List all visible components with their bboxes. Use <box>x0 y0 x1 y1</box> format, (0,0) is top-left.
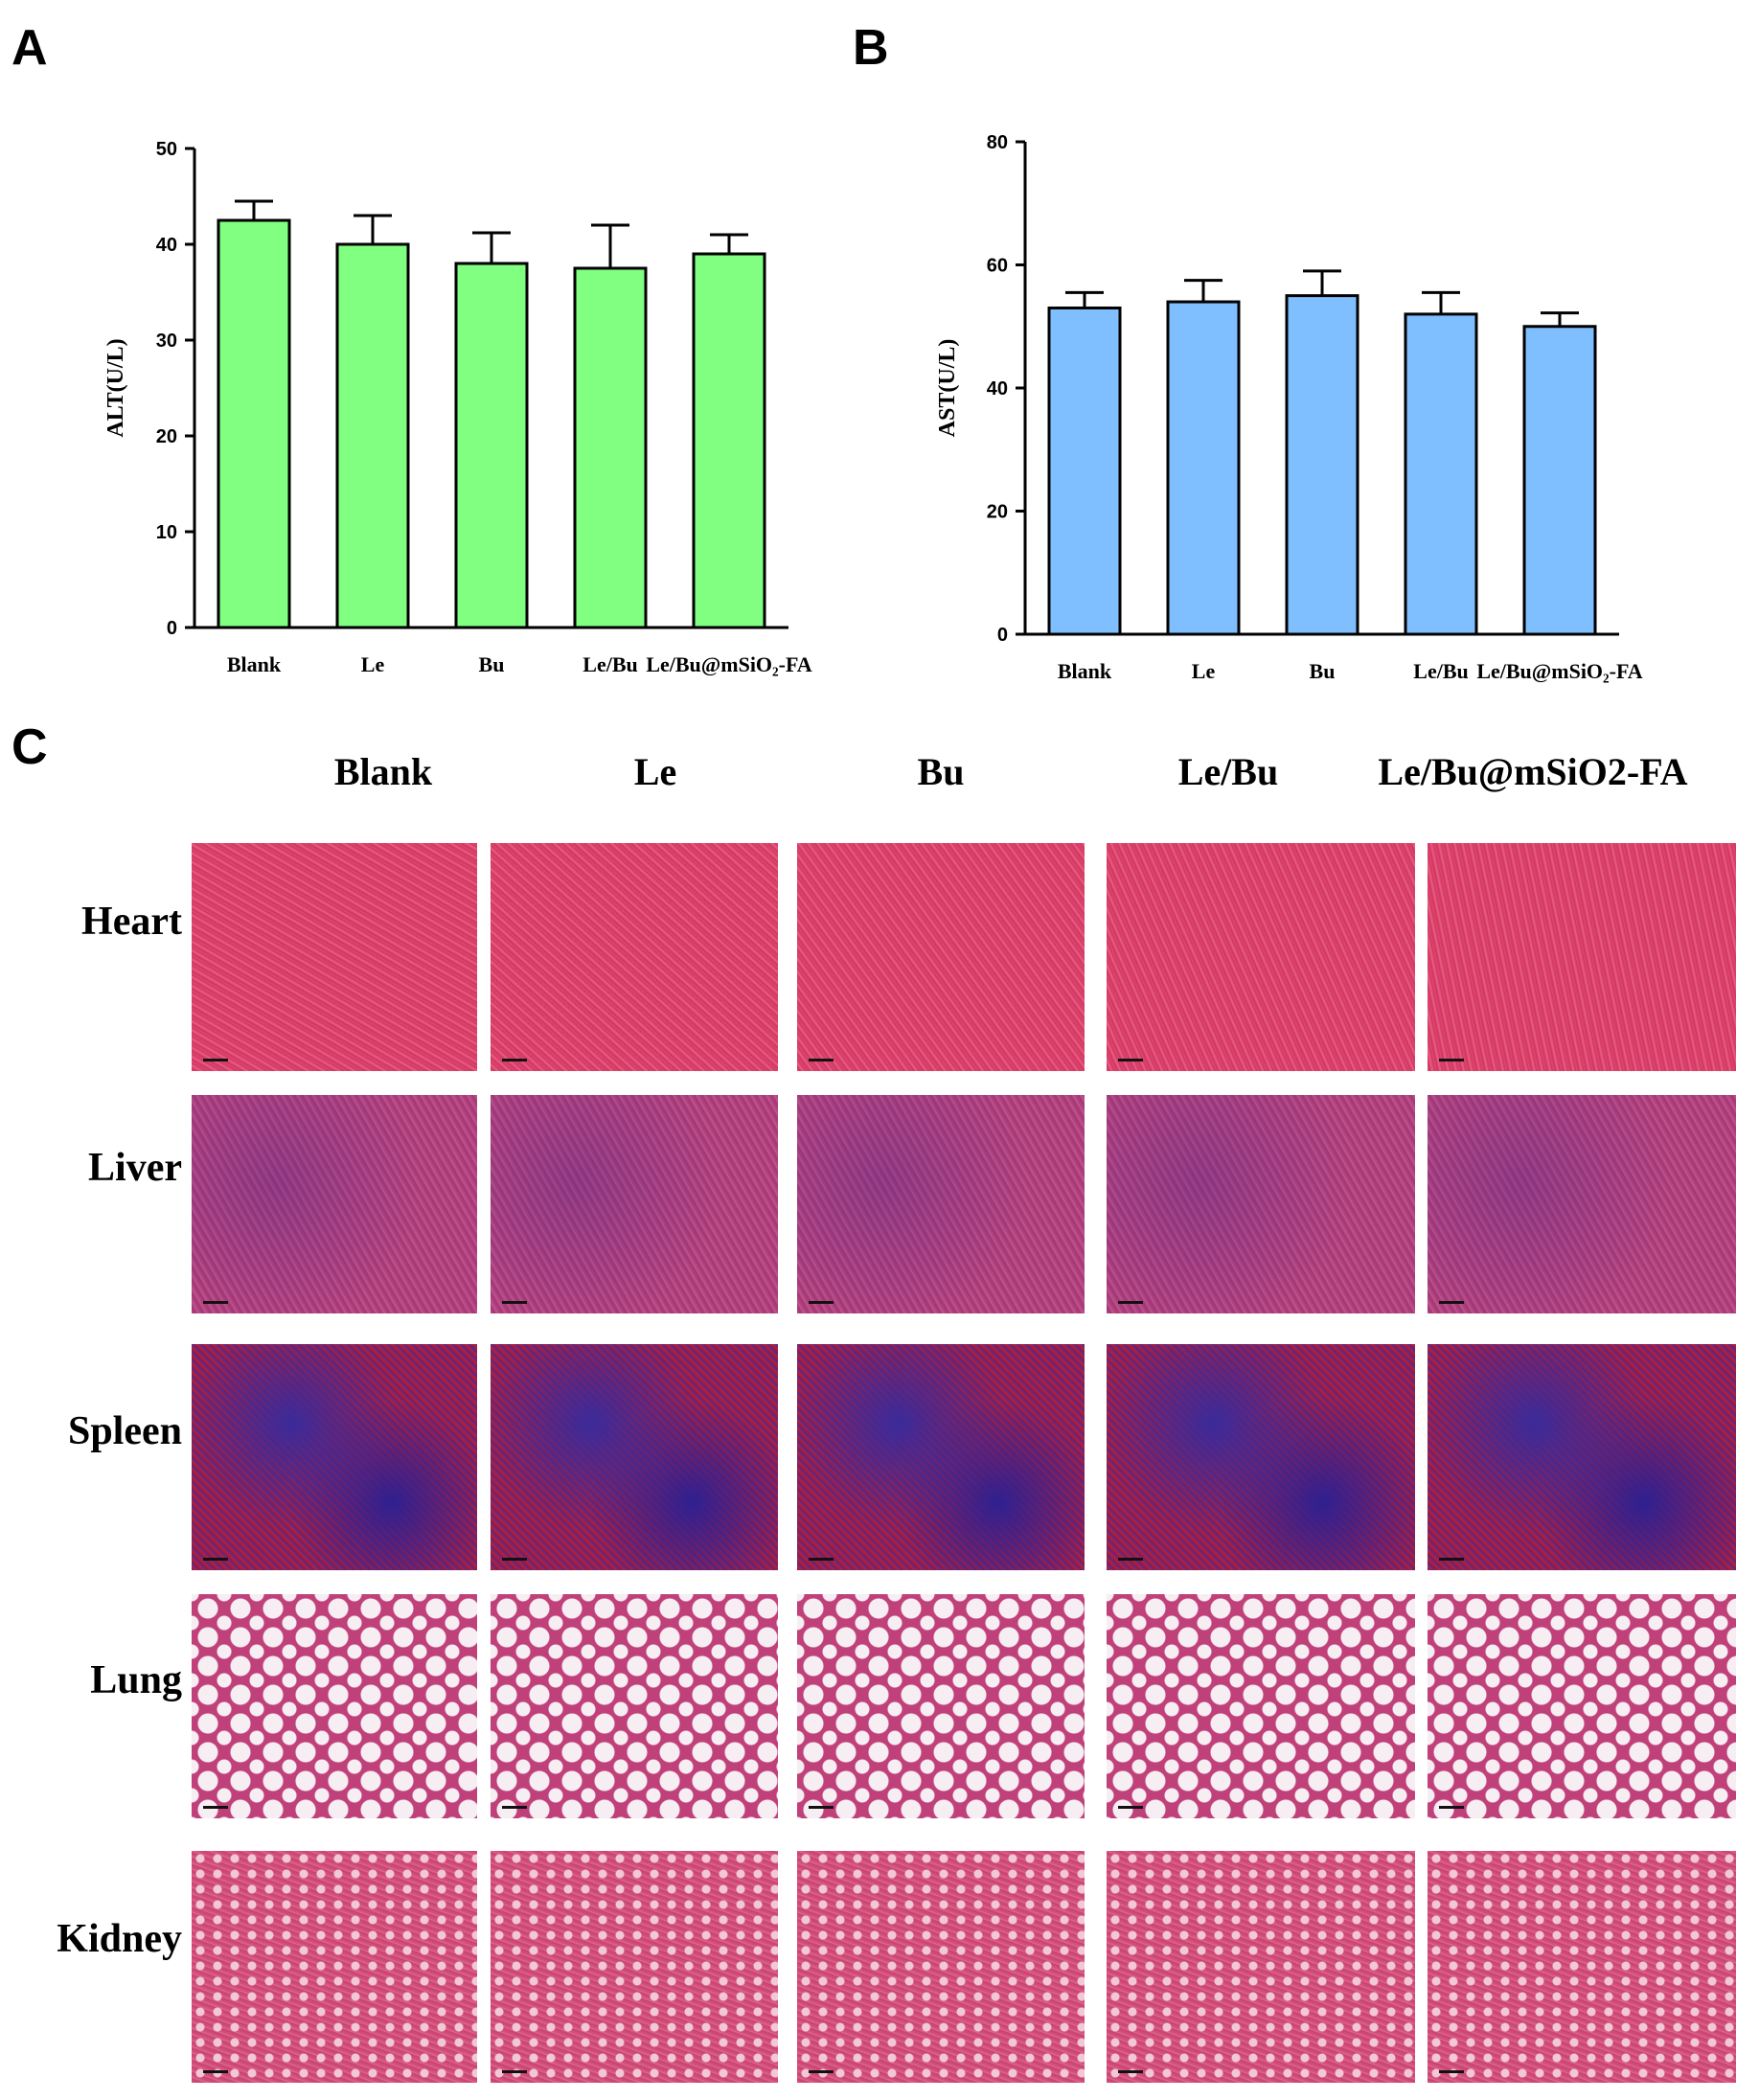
alt-bar-chart: 0 10 20 30 40 50 Blank Le Bu Le/Bu Le/Bu@mSiO₂-FA A… <box>103 139 812 676</box>
bar <box>1285 294 1359 636</box>
histology-image-kidney-4 <box>1428 1851 1736 2083</box>
histology-row-label: Kidney <box>57 1917 182 1961</box>
scale-bar <box>502 2070 527 2073</box>
scale-bar <box>502 1558 527 1561</box>
histology-image-spleen-4 <box>1428 1344 1736 1570</box>
histology-image-liver-0 <box>192 1095 477 1313</box>
histology-image-spleen-3 <box>1107 1344 1415 1570</box>
y-tick-label: 50 <box>156 139 177 160</box>
histology-image-liver-4 <box>1428 1095 1736 1313</box>
x-tick-label: Blank <box>227 652 282 676</box>
histology-image-heart-0 <box>192 843 477 1071</box>
scale-bar <box>203 2070 228 2073</box>
histology-image-heart-1 <box>491 843 778 1071</box>
y-tick-label: 60 <box>987 256 1008 277</box>
scale-bar <box>809 2070 834 2073</box>
scale-bar <box>1439 1059 1464 1061</box>
y-tick-label: 10 <box>156 522 177 543</box>
histology-image-heart-3 <box>1107 843 1415 1071</box>
histology-column-header: Le/Bu@mSiO2-FA <box>1378 750 1688 793</box>
histology-image-kidney-2 <box>797 1851 1085 2083</box>
y-tick-label: 80 <box>987 132 1008 153</box>
bar <box>1522 325 1597 636</box>
y-axis-label: ALT(U/L) <box>103 338 128 437</box>
x-tick-label: Le/Bu@mSiO₂-FA <box>1476 659 1642 683</box>
y-tick-label: 20 <box>987 502 1008 523</box>
histology-image-lung-2 <box>797 1594 1085 1818</box>
histology-image-liver-2 <box>797 1095 1085 1313</box>
bar <box>1404 312 1478 636</box>
histology-column-header: Bu <box>917 750 965 793</box>
bar <box>335 242 410 629</box>
scale-bar <box>809 1558 834 1561</box>
scale-bar <box>1118 1806 1143 1809</box>
scale-bar <box>809 1806 834 1809</box>
histology-column-header: Le/Bu <box>1177 750 1279 793</box>
bar <box>573 266 648 629</box>
histology-row-label: Lung <box>90 1658 182 1702</box>
scale-bar <box>203 1301 228 1304</box>
histology-column-header: Blank <box>333 750 433 793</box>
ast-bar-chart: 0 20 40 60 80 Blank Le Bu Le/Bu Le/Bu@mSiO₂-FA AST… <box>935 132 1643 683</box>
scale-bar <box>1439 2070 1464 2073</box>
x-tick-label: Bu <box>1310 659 1336 683</box>
x-tick-label: Blank <box>1058 659 1112 683</box>
panel-letter-a: A <box>11 20 48 76</box>
histology-image-lung-0 <box>192 1594 477 1818</box>
scale-bar <box>502 1301 527 1304</box>
y-tick-label: 30 <box>156 331 177 352</box>
x-tick-label: Le <box>1192 659 1216 683</box>
scale-bar <box>203 1059 228 1061</box>
x-tick-label: Le/Bu@mSiO₂-FA <box>646 652 811 676</box>
histology-image-kidney-1 <box>491 1851 778 2083</box>
scale-bar <box>809 1059 834 1061</box>
scale-bar <box>502 1806 527 1809</box>
x-tick-label: Le/Bu <box>1413 659 1468 683</box>
bar <box>217 218 291 629</box>
y-tick-label: 40 <box>156 235 177 256</box>
scale-bar <box>1118 1059 1143 1061</box>
bar <box>692 252 766 629</box>
y-tick-label: 40 <box>987 378 1008 399</box>
histology-image-spleen-1 <box>491 1344 778 1570</box>
y-tick-label: 0 <box>167 618 177 639</box>
x-tick-label: Le/Bu <box>583 652 637 676</box>
histology-image-liver-1 <box>491 1095 778 1313</box>
histology-row-label: Liver <box>88 1146 182 1190</box>
scale-bar <box>1118 1558 1143 1561</box>
scale-bar <box>203 1558 228 1561</box>
bar <box>1047 306 1122 636</box>
histology-image-liver-3 <box>1107 1095 1415 1313</box>
panel-letter-c: C <box>11 719 48 775</box>
x-tick-label: Le <box>361 652 385 676</box>
scale-bar <box>1439 1558 1464 1561</box>
histology-image-kidney-0 <box>192 1851 477 2083</box>
panel-letter-b: B <box>853 20 889 76</box>
scale-bar <box>1118 2070 1143 2073</box>
x-tick-label: Bu <box>479 652 505 676</box>
scale-bar <box>1439 1806 1464 1809</box>
scale-bar <box>203 1806 228 1809</box>
bar <box>1166 300 1241 636</box>
histology-image-kidney-3 <box>1107 1851 1415 2083</box>
histology-image-lung-4 <box>1428 1594 1736 1818</box>
histology-column-header: Le <box>633 750 677 793</box>
histology-image-spleen-0 <box>192 1344 477 1570</box>
histology-image-heart-2 <box>797 843 1085 1071</box>
histology-image-spleen-2 <box>797 1344 1085 1570</box>
histology-image-lung-1 <box>491 1594 778 1818</box>
scale-bar <box>1439 1301 1464 1304</box>
histology-row-label: Heart <box>81 900 182 944</box>
scale-bar <box>809 1301 834 1304</box>
y-tick-label: 0 <box>997 625 1008 646</box>
histology-image-heart-4 <box>1428 843 1736 1071</box>
y-tick-label: 20 <box>156 426 177 447</box>
scale-bar <box>1118 1301 1143 1304</box>
scale-bar <box>502 1059 527 1061</box>
y-axis-label: AST(U/L) <box>935 339 960 438</box>
histology-row-label: Spleen <box>67 1409 182 1453</box>
histology-image-lung-3 <box>1107 1594 1415 1818</box>
